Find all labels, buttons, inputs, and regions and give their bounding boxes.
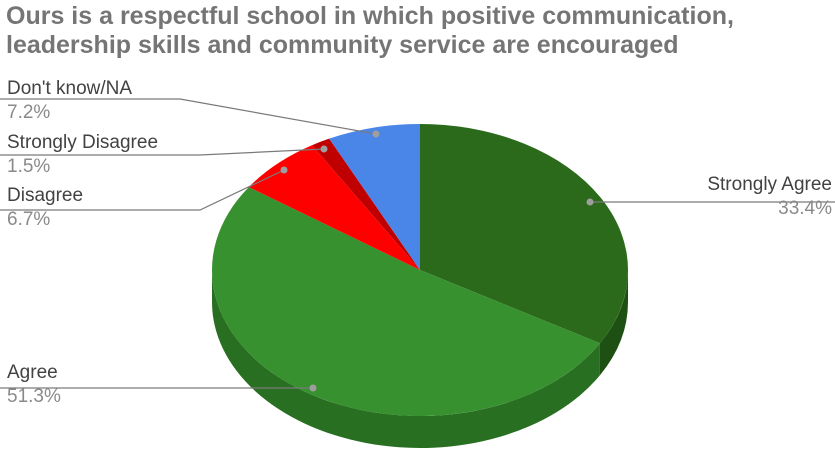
slice-don-t-know-na[interactable] bbox=[329, 124, 420, 270]
slice-label-don-t-know-na: Don't know/NA bbox=[7, 78, 132, 99]
leader-dot-don-t-know-na bbox=[372, 130, 380, 138]
slice-label-agree: Agree bbox=[7, 362, 58, 383]
slice-label-strongly-agree: Strongly Agree bbox=[707, 174, 832, 195]
slice-label-strongly-disagree: Strongly Disagree bbox=[7, 132, 158, 153]
leader-dot-disagree bbox=[280, 166, 288, 174]
slice-labels: Strongly Agree 33.4% Agree 51.3% Disagree 6.7… bbox=[7, 78, 832, 407]
leader-line-strongly-disagree bbox=[0, 148, 325, 156]
leader-line-don-t-know-na bbox=[0, 98, 377, 135]
leader-dot-agree bbox=[309, 384, 317, 392]
slice-percent-strongly-disagree: 1.5% bbox=[7, 156, 50, 177]
leader-line-disagree bbox=[0, 169, 285, 211]
slice-strongly-agree[interactable] bbox=[420, 124, 628, 344]
slice-label-disagree: Disagree bbox=[7, 185, 83, 206]
slice-percent-agree: 51.3% bbox=[7, 386, 61, 407]
leader-lines bbox=[0, 98, 835, 392]
slice-agree[interactable] bbox=[211, 187, 600, 417]
pie-depth-layer bbox=[212, 270, 628, 448]
slice-percent-don-t-know-na: 7.2% bbox=[7, 102, 50, 123]
slice-side-strongly-agree bbox=[599, 270, 628, 376]
chart-title-line-1: Ours is a respectful school in which pos… bbox=[6, 2, 734, 30]
slice-side-agree bbox=[212, 270, 600, 448]
leader-dot-strongly-disagree bbox=[320, 145, 328, 153]
leader-dot-strongly-agree bbox=[586, 198, 594, 206]
slice-percent-disagree: 6.7% bbox=[7, 209, 50, 230]
slice-percent-strongly-agree: 33.4% bbox=[778, 198, 832, 219]
chart-title-line-2: leadership skills and community service … bbox=[6, 31, 679, 59]
chart-title: Ours is a respectful school in which pos… bbox=[6, 2, 826, 60]
slice-strongly-disagree[interactable] bbox=[311, 138, 420, 270]
pie-slices bbox=[211, 124, 628, 417]
slice-disagree[interactable] bbox=[248, 145, 420, 270]
